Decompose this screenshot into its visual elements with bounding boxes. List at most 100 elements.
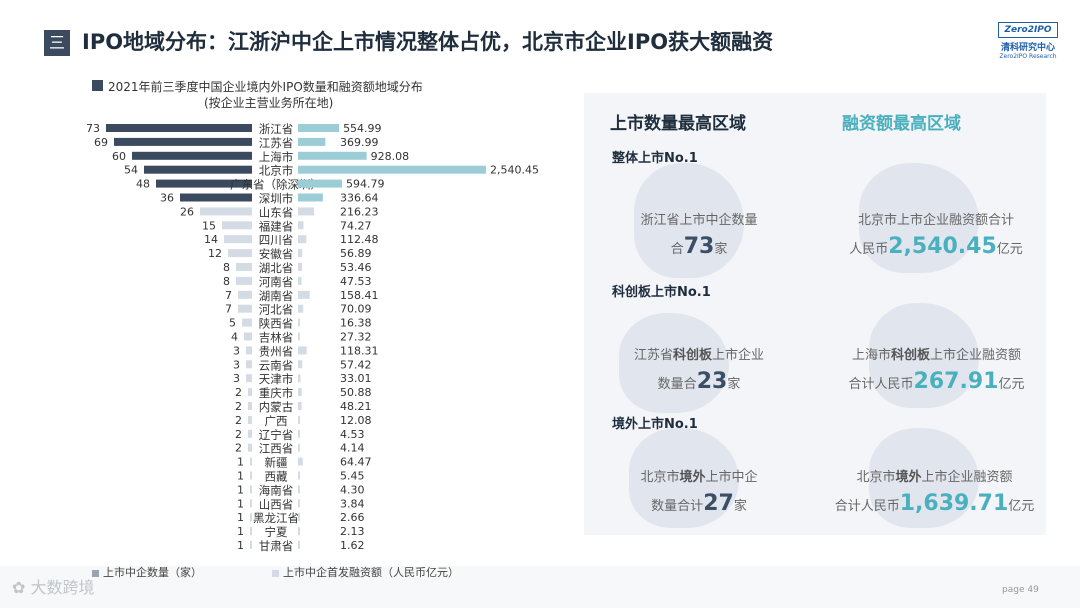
count-label: 4 [231,331,238,344]
count-bar [250,485,252,494]
amount-label: 4.14 [340,442,365,455]
count-label: 14 [204,233,218,246]
chart-title-marker [92,80,103,91]
amount-bar [298,332,301,341]
amount-label: 70.09 [340,303,372,316]
category-label: 四川省 [259,233,294,247]
count-bar [246,374,252,383]
category-label: 福建省 [259,219,294,233]
category-label: 海南省 [259,483,294,497]
stat-text: 北京市 [640,470,680,485]
count-bar [246,360,252,369]
category-label: 山西省 [259,497,294,511]
count-bar [224,235,252,244]
stat-suffix: 亿元 [998,377,1025,392]
count-label: 1 [237,456,244,469]
stat-prefix: 人民币 [849,242,889,257]
count-label: 3 [233,372,240,385]
stat-star-count: 江苏省科创板上市企业 数量合23家 [624,343,774,398]
count-label: 73 [86,122,100,135]
amount-label: 2,540.45 [490,164,539,177]
stat-text: 北京市 [856,470,896,485]
stat-star-count-line2: 数量合23家 [624,369,774,398]
count-bar [236,263,252,271]
amount-label: 112.48 [340,233,379,246]
amount-bar [298,471,300,480]
category-label: 北京市 [259,164,294,178]
count-bar [246,346,252,355]
stat-text: 上市企业 [712,348,765,363]
count-label: 3 [233,358,240,371]
amount-label: 74.27 [340,219,372,232]
count-bar [200,207,252,216]
count-bar [244,332,252,341]
map-jiangsu-shape [619,313,729,413]
watermark-icon: ✿ [12,578,31,597]
map-beijing-shape [859,163,979,273]
stat-overall-count-value: 73 [683,234,715,259]
stat-overall-amount-value: 2,540.45 [888,234,997,259]
count-bar [242,318,252,327]
category-label: 新疆 [265,456,288,470]
stat-suffix: 家 [714,242,728,257]
chart-subtitle: (按企业主营业务所在地) [204,96,334,110]
stat-overseas-count: 北京市境外上市中企 数量合计27家 [624,465,774,520]
legend-count-label: 上市中企数量（家） [103,566,202,579]
count-bar [248,429,252,438]
stat-suffix: 亿元 [996,242,1023,257]
category-label: 内蒙古 [259,400,294,414]
stat-text: 江苏省 [633,348,673,363]
amount-bar [298,249,303,258]
stat-suffix: 家 [727,377,741,392]
amount-label: 118.31 [340,344,379,357]
page-number: page 49 [1002,585,1039,595]
amount-bar [298,318,300,327]
category-label: 广西 [265,414,288,428]
amount-bar [298,429,300,438]
stat-prefix: 数量合计 [651,499,704,514]
amount-bar [298,499,300,508]
count-label: 26 [180,205,194,218]
panel-head-count: 上市数量最高区域 [610,114,746,134]
count-bar [132,151,252,160]
category-label: 山东省 [259,205,294,219]
category-label: 吉林省 [259,331,294,345]
count-label: 2 [235,442,242,455]
logo-mark: Zero2IPO [998,22,1058,38]
count-bar [156,179,252,188]
stat-overseas-amount-line1: 北京市境外上市企业融资额 [832,465,1037,491]
count-label: 2 [235,386,242,399]
count-bar [248,443,252,452]
legend-count: 上市中企数量（家） [92,564,202,580]
count-label: 5 [229,317,236,330]
category-label: 河南省 [259,275,294,289]
count-bar [144,165,252,174]
amount-bar [298,221,304,230]
category-label: 深圳市 [259,192,294,206]
category-label: 江苏省 [259,136,294,150]
legend-count-swatch [92,569,99,577]
stat-overseas-amount-line2: 合计人民币1,639.71亿元 [832,491,1037,520]
amount-bar [298,541,300,549]
amount-label: 928.08 [371,150,410,163]
amount-label: 16.38 [340,317,372,330]
amount-label: 33.01 [340,372,372,385]
amount-label: 12.08 [340,414,372,427]
stat-star-amount-line2: 合计人民币267.91亿元 [839,369,1034,398]
amount-label: 1.62 [340,539,365,552]
amount-label: 336.64 [340,192,379,205]
category-label: 西藏 [265,470,288,484]
amount-bar [298,179,343,188]
amount-bar [298,346,307,355]
count-bar [180,193,252,202]
count-bar [114,137,252,146]
category-label: 安徽省 [259,247,294,261]
brand-logo: Zero2IPO 清科研究中心 Zero2IPO Research [996,22,1060,62]
amount-label: 554.99 [343,122,382,135]
stat-overseas-count-line2: 数量合计27家 [624,491,774,520]
amount-bar [298,290,310,299]
category-label: 黑龙江省 [253,511,299,525]
title-bar: 三 IPO地域分布：江浙沪中企上市情况整体占优，北京市企业IPO获大额融资 Ze… [0,0,1080,64]
stat-star-count-value: 23 [696,369,728,394]
map-beijing-shape-3 [869,428,979,528]
